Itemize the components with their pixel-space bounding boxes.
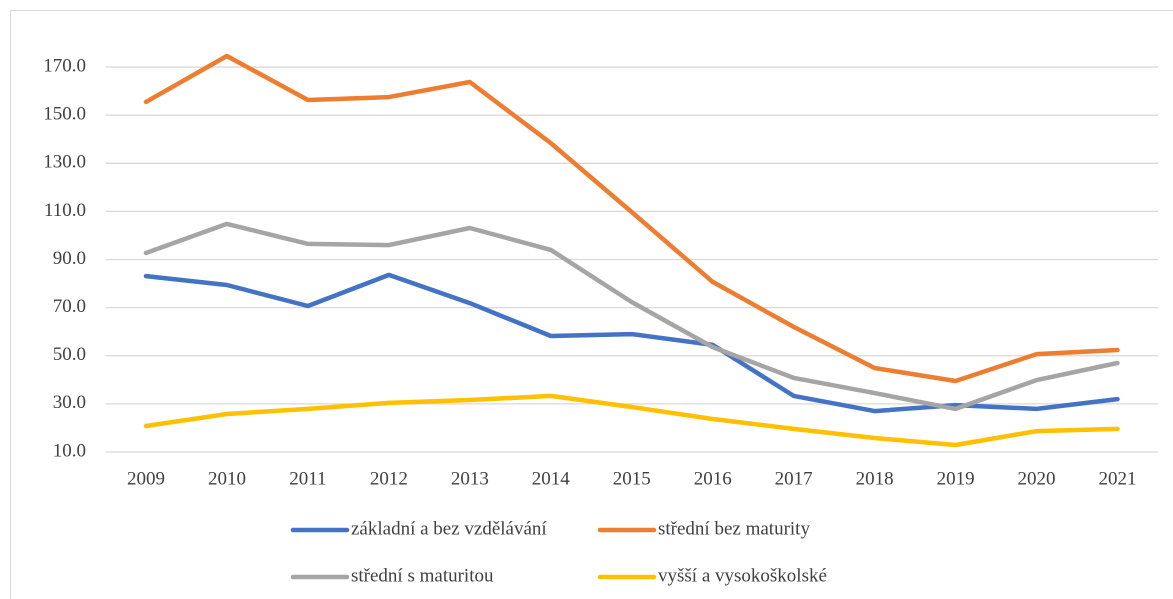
legend-label: základní a bez vzdělávání <box>351 518 547 539</box>
x-tick-label: 2012 <box>370 468 408 489</box>
legend-label: vyšší a vysokoškolské <box>658 565 827 586</box>
y-tick-label: 70.0 <box>53 296 86 317</box>
x-tick-label: 2010 <box>208 468 246 489</box>
series-line <box>143 53 1120 384</box>
series-line <box>143 272 1120 414</box>
y-tick-label: 30.0 <box>53 392 86 413</box>
legend-label: střední bez maturity <box>658 518 810 539</box>
y-tick-label: 110.0 <box>44 200 86 221</box>
series-line <box>143 393 1120 448</box>
x-tick-label: 2011 <box>289 468 326 489</box>
x-tick-label: 2013 <box>451 468 489 489</box>
legend-label: střední s maturitou <box>351 565 494 586</box>
series-line <box>143 221 1120 412</box>
y-tick-label: 10.0 <box>53 440 86 461</box>
y-tick-label: 50.0 <box>53 344 86 365</box>
y-tick-label: 170.0 <box>43 55 86 76</box>
x-tick-label: 2018 <box>856 468 894 489</box>
y-tick-label: 150.0 <box>43 104 86 125</box>
chart-border <box>10 10 1173 599</box>
x-tick-label: 2016 <box>694 468 732 489</box>
x-tick-label: 2020 <box>1018 468 1056 489</box>
x-tick-label: 2019 <box>937 468 975 489</box>
y-tick-label: 130.0 <box>43 152 86 173</box>
x-tick-label: 2009 <box>127 468 165 489</box>
y-tick-label: 90.0 <box>53 248 86 269</box>
x-tick-label: 2014 <box>532 468 571 489</box>
x-tick-label: 2015 <box>613 468 651 489</box>
x-tick-label: 2017 <box>775 468 813 489</box>
x-tick-label: 2021 <box>1099 468 1137 489</box>
